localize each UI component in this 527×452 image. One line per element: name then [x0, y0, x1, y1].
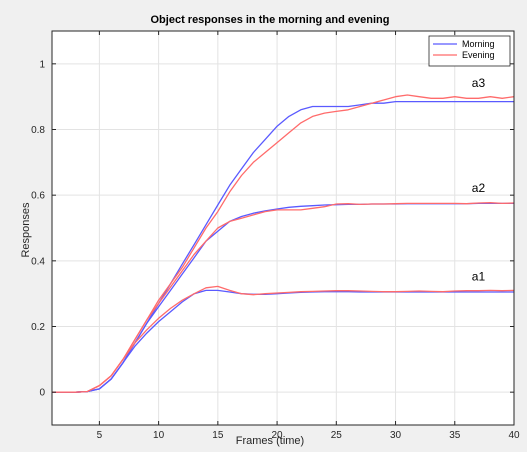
- plot-background: [52, 31, 514, 425]
- x-tick-label: 35: [449, 430, 461, 441]
- series-line-evening-a1: [52, 285, 515, 393]
- legend-label-morning: Morning: [462, 39, 495, 49]
- plot-area: 5 10 15 20 25 30 35 40 0 0.2 0.4 0.6 0.8 1 a3 a2 a1: [31, 30, 520, 441]
- legend-label-evening: Evening: [462, 50, 495, 60]
- y-tick-label: 0.8: [31, 125, 45, 136]
- curve-label-a3: a3: [472, 76, 486, 90]
- x-tick-label: 40: [508, 430, 520, 441]
- chart-title: Object responses in the morning and even…: [151, 14, 390, 26]
- axes-box: [51, 30, 515, 426]
- x-tick-label: 25: [331, 430, 343, 441]
- legend-box: [428, 35, 511, 67]
- curve-label-a2: a2: [472, 181, 486, 195]
- y-tick-label: 0.4: [31, 256, 45, 267]
- y-tick-label: 0.6: [31, 191, 45, 202]
- x-axis-label: Frames (time): [236, 435, 304, 447]
- x-tick-label: 30: [390, 430, 402, 441]
- series-line-evening-a2: [52, 202, 515, 393]
- y-tick-label: 0: [39, 388, 45, 399]
- y-axis-label: Responses: [20, 202, 32, 258]
- x-tick-label: 20: [272, 430, 284, 441]
- x-tick-label: 10: [153, 430, 165, 441]
- x-tick-label: 15: [212, 430, 224, 441]
- curve-label-a1: a1: [472, 270, 486, 284]
- x-tick-label: 5: [97, 430, 103, 441]
- y-tick-label: 1: [39, 59, 45, 70]
- y-tick-label: 0.2: [31, 322, 45, 333]
